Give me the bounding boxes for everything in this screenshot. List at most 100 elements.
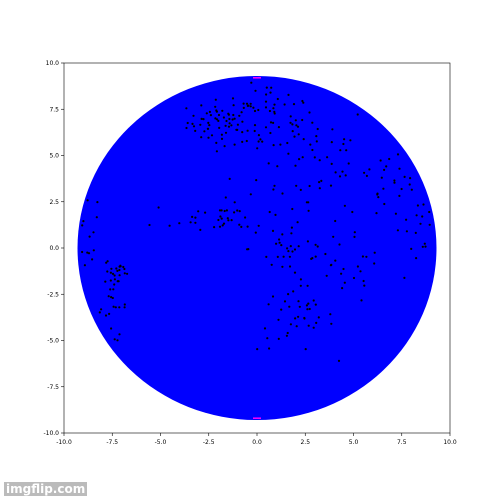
data-point xyxy=(342,142,345,146)
data-point xyxy=(305,304,308,307)
watermark: imgflip.com xyxy=(4,482,88,496)
data-point xyxy=(233,143,236,146)
data-point xyxy=(424,245,427,248)
data-point xyxy=(241,131,244,134)
data-point xyxy=(428,210,431,214)
data-point xyxy=(273,103,276,106)
x-tick-label: -2.5 xyxy=(203,439,215,446)
data-point xyxy=(218,225,222,228)
data-point xyxy=(280,308,283,311)
data-point xyxy=(214,105,217,108)
x-tick-label: 5.0 xyxy=(349,439,359,446)
data-point xyxy=(410,188,413,191)
data-point xyxy=(189,221,192,224)
data-point xyxy=(200,104,203,107)
data-point xyxy=(218,126,221,129)
data-point xyxy=(123,303,126,306)
data-point xyxy=(233,201,236,204)
data-point xyxy=(277,337,280,340)
data-point xyxy=(250,81,253,84)
data-point xyxy=(423,242,426,245)
data-point xyxy=(288,265,292,268)
y-tick-label: 7.5 xyxy=(49,106,59,113)
data-point xyxy=(312,326,315,329)
data-point xyxy=(298,158,301,161)
x-tick-label: 0.0 xyxy=(252,439,262,446)
data-point xyxy=(419,222,422,225)
data-point xyxy=(249,102,252,105)
data-point xyxy=(330,263,333,266)
data-point xyxy=(118,274,121,277)
data-point xyxy=(256,348,259,351)
data-point xyxy=(282,255,285,258)
data-points xyxy=(81,77,431,419)
data-point xyxy=(291,250,294,253)
data-point xyxy=(301,99,304,103)
data-point xyxy=(110,267,113,270)
x-tick-label: -7.5 xyxy=(106,439,118,446)
data-point xyxy=(87,252,91,255)
data-point xyxy=(279,143,282,146)
data-point xyxy=(304,348,307,351)
plot-area xyxy=(77,75,437,421)
data-point xyxy=(117,280,120,283)
data-point xyxy=(337,359,341,362)
data-point xyxy=(244,216,247,219)
data-point xyxy=(107,295,110,298)
data-point xyxy=(286,141,289,145)
data-point xyxy=(293,135,296,138)
data-point xyxy=(114,306,117,309)
data-point xyxy=(240,225,243,228)
data-point xyxy=(330,322,333,325)
data-point xyxy=(233,117,236,120)
data-point xyxy=(294,119,297,122)
data-point xyxy=(330,141,333,144)
data-point xyxy=(334,259,337,262)
data-point xyxy=(215,118,219,121)
data-point xyxy=(317,316,320,319)
data-point xyxy=(359,270,362,273)
data-point xyxy=(315,135,318,138)
data-point xyxy=(92,249,95,252)
data-point xyxy=(192,114,195,117)
data-point xyxy=(290,226,293,229)
data-point xyxy=(245,102,249,105)
data-point xyxy=(277,126,280,129)
data-point xyxy=(113,283,116,286)
data-point xyxy=(385,165,388,168)
data-point xyxy=(332,235,335,238)
data-point xyxy=(230,124,233,127)
data-point xyxy=(205,112,208,115)
data-point xyxy=(209,114,212,117)
data-point xyxy=(228,117,231,121)
data-point xyxy=(185,126,188,130)
data-point xyxy=(287,93,290,96)
data-point xyxy=(92,231,95,234)
data-point xyxy=(295,124,298,127)
data-point xyxy=(221,224,224,227)
data-point xyxy=(246,248,249,251)
data-point xyxy=(118,333,121,336)
data-point xyxy=(315,321,318,324)
data-point xyxy=(329,313,332,316)
data-point xyxy=(254,231,257,234)
data-point xyxy=(265,255,268,258)
data-point xyxy=(273,184,276,187)
data-point xyxy=(347,162,350,165)
data-point xyxy=(301,118,304,122)
data-point xyxy=(302,138,305,141)
data-point xyxy=(287,250,290,253)
y-tick-label: 10.0 xyxy=(46,60,60,67)
data-point xyxy=(287,152,290,155)
data-point xyxy=(185,107,188,110)
data-point xyxy=(192,125,196,128)
data-point xyxy=(222,116,225,119)
x-tick-label: 10.0 xyxy=(443,439,457,446)
data-point xyxy=(214,117,217,120)
y-tick-label: -7.5 xyxy=(47,384,59,391)
data-point xyxy=(296,221,299,224)
data-point xyxy=(309,143,312,146)
data-point xyxy=(83,264,86,267)
data-point xyxy=(353,231,356,234)
data-point xyxy=(383,202,386,206)
